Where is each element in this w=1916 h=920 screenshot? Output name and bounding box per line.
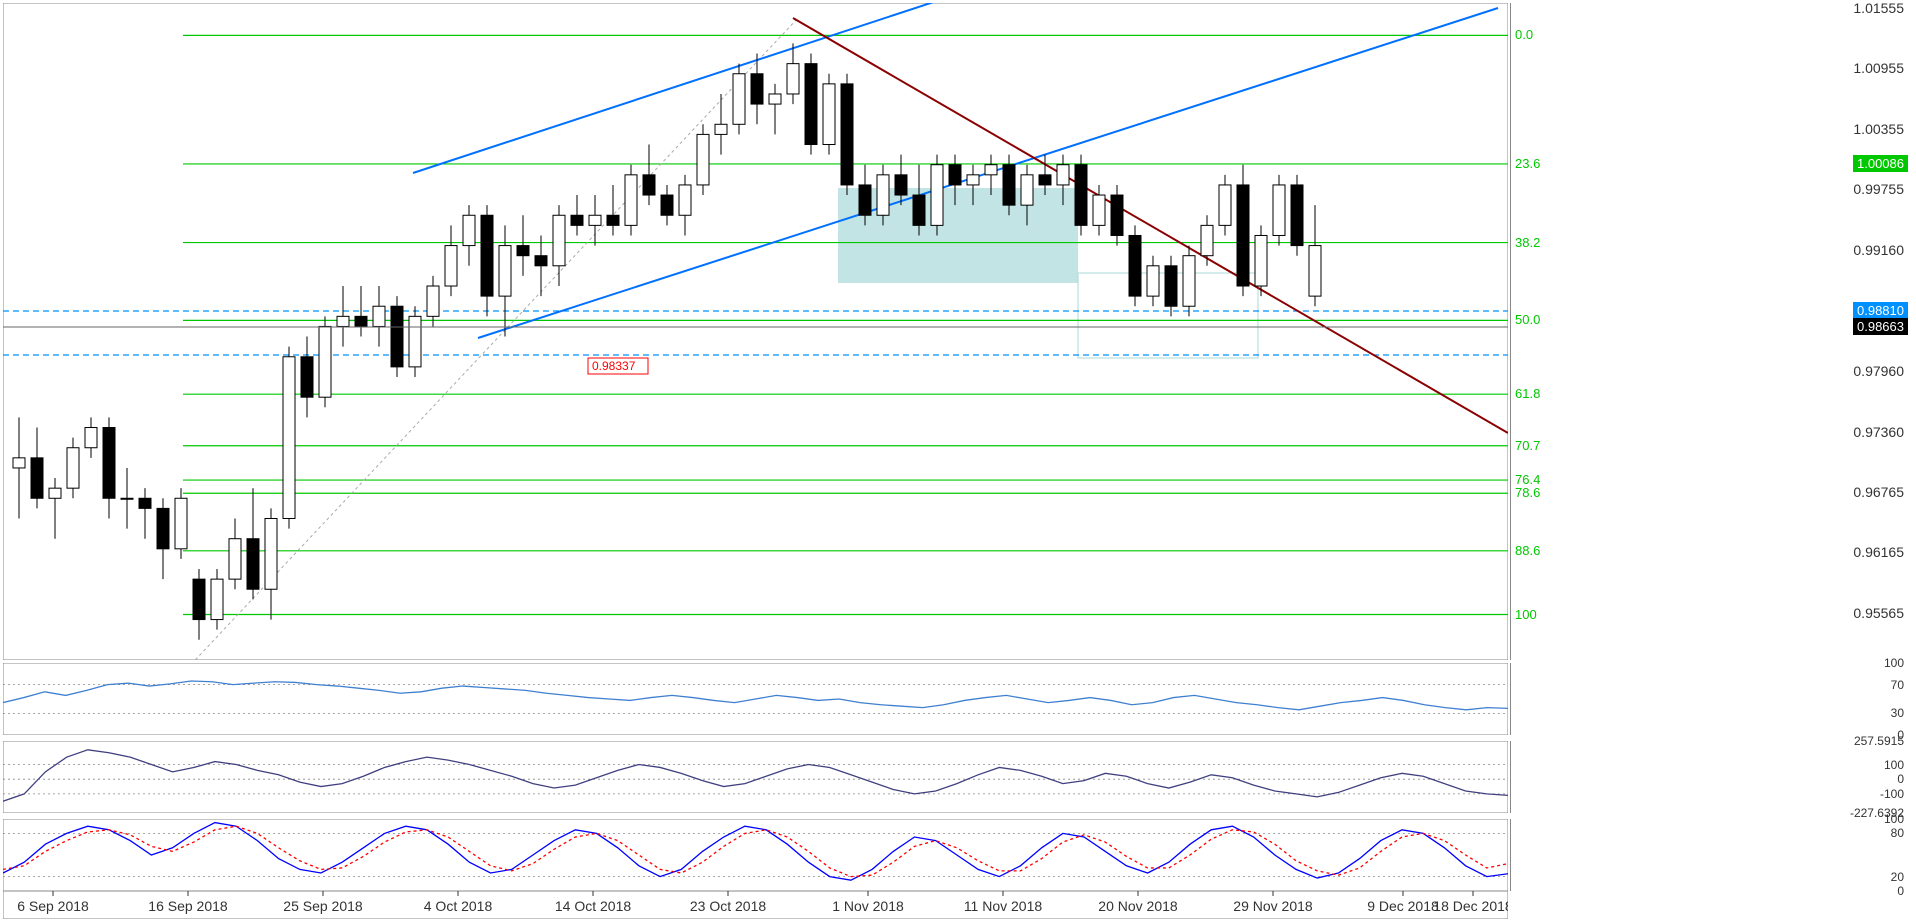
svg-text:23 Oct 2018: 23 Oct 2018 [690, 898, 766, 914]
y-tick-label: 1.01555 [1853, 0, 1904, 16]
indicator-tick: 100 [1884, 758, 1904, 772]
svg-text:29 Nov 2018: 29 Nov 2018 [1233, 898, 1313, 914]
svg-text:20 Nov 2018: 20 Nov 2018 [1098, 898, 1178, 914]
y-tick-label: 0.99160 [1853, 242, 1904, 258]
fib-label: 38.2 [1515, 235, 1540, 250]
y-tick-label: 0.96765 [1853, 484, 1904, 500]
svg-text:11 Nov 2018: 11 Nov 2018 [964, 898, 1043, 914]
indicator-tick: 30 [1891, 706, 1904, 720]
y-axis-cci: 257.59151000-100-227.6392 [1510, 741, 1912, 813]
price-tag: 0.98810 [1853, 302, 1908, 319]
svg-text:9 Dec 2018: 9 Dec 2018 [1367, 898, 1439, 914]
svg-text:25 Sep 2018: 25 Sep 2018 [283, 898, 363, 914]
y-tick-label: 0.99755 [1853, 181, 1904, 197]
indicator-tick: 0 [1897, 884, 1904, 898]
svg-text:14 Oct 2018: 14 Oct 2018 [555, 898, 631, 914]
y-tick-label: 1.00355 [1853, 121, 1904, 137]
indicator-tick: 80 [1891, 826, 1904, 840]
svg-text:0.98337: 0.98337 [592, 359, 636, 373]
y-axis-price: 1.015551.009551.003550.997550.991600.985… [1510, 3, 1912, 660]
fib-label: 50.0 [1515, 312, 1540, 327]
cci-panel[interactable] [3, 741, 1508, 813]
svg-text:1 Nov 2018: 1 Nov 2018 [832, 898, 904, 914]
indicator-tick: 70 [1891, 678, 1904, 692]
svg-text:16 Sep 2018: 16 Sep 2018 [148, 898, 228, 914]
indicator-tick: -100 [1880, 787, 1904, 801]
fib-label: 88.6 [1515, 543, 1540, 558]
indicator-tick: 100 [1884, 812, 1904, 826]
fib-label: 23.6 [1515, 156, 1540, 171]
indicator-tick: 0 [1897, 772, 1904, 786]
price-chart[interactable]: 0.98337 [3, 3, 1508, 660]
indicator-tick: 20 [1891, 870, 1904, 884]
y-tick-label: 0.97360 [1853, 424, 1904, 440]
chart-container: ▼ USDCHF,Daily 0.99418 0.99507 0.98625 0… [0, 0, 1916, 920]
y-tick-label: 1.00955 [1853, 60, 1904, 76]
stoch-panel[interactable] [3, 819, 1508, 891]
fib-label: 61.8 [1515, 386, 1540, 401]
svg-text:6 Sep 2018: 6 Sep 2018 [17, 898, 89, 914]
x-axis: 6 Sep 2018 16 Sep 2018 25 Sep 2018 4 Oct 20… [3, 891, 1508, 919]
indicator-tick: 100 [1884, 656, 1904, 670]
fib-label: 0.0 [1515, 27, 1533, 42]
svg-text:18 Dec 2018: 18 Dec 2018 [1433, 898, 1508, 914]
price-tag: 1.00086 [1853, 155, 1908, 172]
y-tick-label: 0.95565 [1853, 605, 1904, 621]
fib-label: 70.7 [1515, 438, 1540, 453]
fib-label: 78.6 [1515, 485, 1540, 500]
y-tick-label: 0.96165 [1853, 544, 1904, 560]
rsi-panel[interactable] [3, 663, 1508, 735]
y-axis-stoch: 10080200 [1510, 819, 1912, 891]
y-tick-label: 0.97960 [1853, 363, 1904, 379]
y-axis-rsi: 10070300 [1510, 663, 1912, 735]
current-price-tag: 0.98663 [1853, 318, 1908, 335]
fib-label: 100 [1515, 607, 1537, 622]
svg-text:4 Oct 2018: 4 Oct 2018 [424, 898, 493, 914]
indicator-tick: 257.5915 [1854, 734, 1904, 748]
